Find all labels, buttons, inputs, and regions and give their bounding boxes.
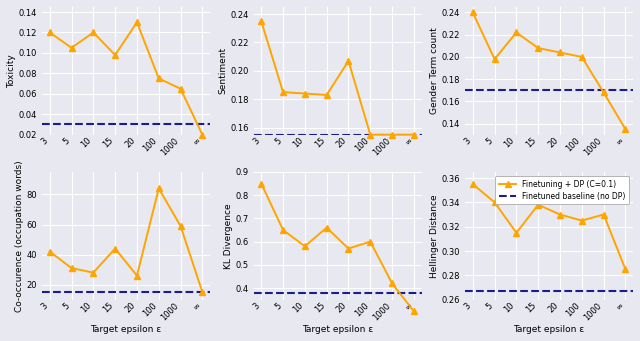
Finetuned baseline (no DP) xyxy=(469,88,477,92)
Finetuning + DP (C=0.1) xyxy=(491,200,499,204)
Finetuned baseline (no DP) xyxy=(469,289,477,293)
Finetuning + DP (C=0.1) xyxy=(388,133,396,137)
Finetuned baseline (no DP) xyxy=(46,290,54,294)
Finetuning + DP (C=0.1) xyxy=(301,244,308,248)
Y-axis label: KL Divergence: KL Divergence xyxy=(224,203,233,269)
Finetuning + DP (C=0.1) xyxy=(177,87,184,91)
Y-axis label: Co-occurence (occupation words): Co-occurence (occupation words) xyxy=(15,160,24,312)
Finetuning + DP (C=0.1) xyxy=(90,270,97,275)
Finetuning + DP (C=0.1) xyxy=(198,133,206,137)
Finetuning + DP (C=0.1) xyxy=(177,224,184,228)
Finetuning + DP (C=0.1) xyxy=(367,133,374,137)
Finetuning + DP (C=0.1) xyxy=(46,250,54,254)
Finetuning + DP (C=0.1) xyxy=(323,226,330,230)
Finetuning + DP (C=0.1) xyxy=(600,212,607,217)
Finetuning + DP (C=0.1) xyxy=(621,127,629,131)
Finetuning + DP (C=0.1) xyxy=(133,273,141,278)
Y-axis label: Toxicity: Toxicity xyxy=(7,54,16,88)
Line: Finetuning + DP (C=0.1): Finetuning + DP (C=0.1) xyxy=(47,185,205,295)
Finetuning + DP (C=0.1) xyxy=(301,91,308,95)
Finetuning + DP (C=0.1) xyxy=(279,90,287,94)
Finetuning + DP (C=0.1) xyxy=(279,228,287,232)
Finetuned baseline (no DP) xyxy=(279,133,287,137)
Finetuning + DP (C=0.1) xyxy=(257,181,265,186)
Finetuning + DP (C=0.1) xyxy=(323,93,330,97)
Finetuning + DP (C=0.1) xyxy=(344,59,352,63)
Finetuning + DP (C=0.1) xyxy=(68,46,76,50)
X-axis label: Target epsilon ε: Target epsilon ε xyxy=(513,325,585,334)
Finetuning + DP (C=0.1) xyxy=(257,19,265,23)
Finetuning + DP (C=0.1) xyxy=(198,290,206,294)
Finetuning + DP (C=0.1) xyxy=(68,266,76,270)
X-axis label: Target epsilon ε: Target epsilon ε xyxy=(302,325,373,334)
Line: Finetuning + DP (C=0.1): Finetuning + DP (C=0.1) xyxy=(47,19,205,138)
Finetuning + DP (C=0.1) xyxy=(155,76,163,80)
Finetuning + DP (C=0.1) xyxy=(469,182,477,186)
Finetuning + DP (C=0.1) xyxy=(111,53,119,57)
Finetuning + DP (C=0.1) xyxy=(513,231,520,235)
Finetuning + DP (C=0.1) xyxy=(578,219,586,223)
X-axis label: Target epsilon ε: Target epsilon ε xyxy=(90,325,162,334)
Finetuning + DP (C=0.1) xyxy=(410,133,418,137)
Finetuning + DP (C=0.1) xyxy=(600,90,607,94)
Finetuned baseline (no DP) xyxy=(491,289,499,293)
Finetuning + DP (C=0.1) xyxy=(111,247,119,251)
Finetuning + DP (C=0.1) xyxy=(344,247,352,251)
Line: Finetuning + DP (C=0.1): Finetuning + DP (C=0.1) xyxy=(258,18,417,138)
Finetuned baseline (no DP) xyxy=(279,291,287,295)
Line: Finetuning + DP (C=0.1): Finetuning + DP (C=0.1) xyxy=(258,180,417,314)
Finetuning + DP (C=0.1) xyxy=(46,30,54,34)
Finetuning + DP (C=0.1) xyxy=(621,267,629,271)
Legend: Finetuning + DP (C=0.1), Finetuned baseline (no DP): Finetuning + DP (C=0.1), Finetuned basel… xyxy=(495,176,629,205)
Finetuning + DP (C=0.1) xyxy=(556,50,564,55)
Finetuning + DP (C=0.1) xyxy=(367,240,374,244)
Line: Finetuning + DP (C=0.1): Finetuning + DP (C=0.1) xyxy=(470,9,628,132)
Finetuning + DP (C=0.1) xyxy=(388,281,396,285)
Finetuning + DP (C=0.1) xyxy=(534,203,542,207)
Finetuning + DP (C=0.1) xyxy=(133,20,141,24)
Finetuning + DP (C=0.1) xyxy=(410,309,418,313)
Finetuning + DP (C=0.1) xyxy=(534,46,542,50)
Line: Finetuning + DP (C=0.1): Finetuning + DP (C=0.1) xyxy=(470,181,628,272)
Finetuned baseline (no DP) xyxy=(491,88,499,92)
Y-axis label: Gender Term count: Gender Term count xyxy=(430,27,439,114)
Finetuned baseline (no DP) xyxy=(46,122,54,127)
Y-axis label: Hellinger Distance: Hellinger Distance xyxy=(430,194,439,278)
Finetuning + DP (C=0.1) xyxy=(491,57,499,61)
Finetuning + DP (C=0.1) xyxy=(578,55,586,59)
Finetuning + DP (C=0.1) xyxy=(469,11,477,15)
Finetuned baseline (no DP) xyxy=(68,122,76,127)
Y-axis label: Sentiment: Sentiment xyxy=(218,47,227,94)
Finetuned baseline (no DP) xyxy=(257,133,265,137)
Finetuning + DP (C=0.1) xyxy=(513,30,520,34)
Finetuning + DP (C=0.1) xyxy=(556,212,564,217)
Finetuning + DP (C=0.1) xyxy=(155,187,163,191)
Finetuned baseline (no DP) xyxy=(257,291,265,295)
Finetuning + DP (C=0.1) xyxy=(90,30,97,34)
Finetuned baseline (no DP) xyxy=(68,290,76,294)
